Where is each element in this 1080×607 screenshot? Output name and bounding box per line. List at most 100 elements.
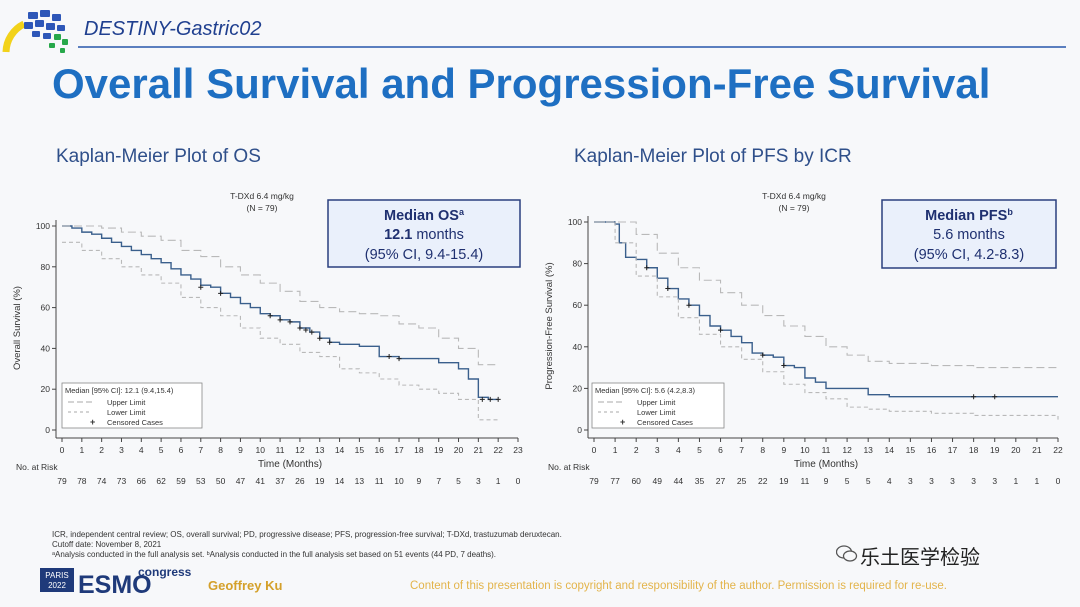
x-tick-label: 7 bbox=[739, 445, 744, 455]
y-tick-label: 100 bbox=[568, 217, 582, 227]
at-risk-label: No. at Risk bbox=[16, 462, 58, 472]
censored-mark bbox=[277, 317, 283, 323]
x-tick-label: 15 bbox=[355, 445, 365, 455]
at-risk-value: 1 bbox=[496, 476, 501, 486]
x-tick-label: 12 bbox=[295, 445, 305, 455]
at-risk-value: 53 bbox=[196, 476, 206, 486]
censored-mark bbox=[198, 284, 204, 290]
x-tick-label: 12 bbox=[842, 445, 852, 455]
x-tick-label: 5 bbox=[697, 445, 702, 455]
x-tick-label: 4 bbox=[676, 445, 681, 455]
at-risk-value: 79 bbox=[57, 476, 67, 486]
x-tick-label: 6 bbox=[179, 445, 184, 455]
y-tick-label: 20 bbox=[41, 384, 51, 394]
at-risk-value: 11 bbox=[375, 476, 384, 486]
at-risk-value: 3 bbox=[929, 476, 934, 486]
arm-n: (N = 79) bbox=[247, 203, 278, 213]
x-tick-label: 1 bbox=[613, 445, 618, 455]
x-tick-label: 20 bbox=[1011, 445, 1021, 455]
at-risk-value: 3 bbox=[476, 476, 481, 486]
km-charts: 0 1 2 3 4 5 6 7 8 9 10 11 12 13 14 15 16 17 18 19 20 21 22 2302… bbox=[12, 191, 1063, 486]
legend-upper: Upper Limit bbox=[107, 398, 146, 407]
x-tick-label: 9 bbox=[781, 445, 786, 455]
x-tick-label: 11 bbox=[276, 445, 285, 455]
x-tick-label: 21 bbox=[474, 445, 484, 455]
arm-n: (N = 79) bbox=[779, 203, 810, 213]
km-plot-pfs: 0 1 2 3 4 5 6 7 8 9 10 11 12 13 14 15 16 17 18 19 20 21 220204… bbox=[544, 191, 1063, 486]
median-box bbox=[327, 199, 521, 268]
at-risk-value: 50 bbox=[216, 476, 226, 486]
at-risk-value: 4 bbox=[887, 476, 892, 486]
at-risk-value: 25 bbox=[737, 476, 747, 486]
pfs-chart-title: Kaplan-Meier Plot of PFS by ICR bbox=[574, 146, 852, 167]
censored-mark bbox=[327, 339, 333, 345]
censored-mark bbox=[971, 394, 977, 400]
median-box-ci: (95% CI, 4.2-8.3) bbox=[914, 247, 1024, 263]
at-risk-value: 5 bbox=[456, 476, 461, 486]
series-line-median bbox=[62, 225, 499, 401]
x-tick-label: 2 bbox=[634, 445, 639, 455]
at-risk-value: 11 bbox=[800, 476, 809, 486]
congress-year: 2022 bbox=[48, 581, 66, 590]
legend-censored: Censored Cases bbox=[107, 418, 163, 427]
legend-censored-mark: + bbox=[90, 417, 95, 427]
censored-mark bbox=[487, 396, 493, 402]
series-line-upper-limit bbox=[594, 221, 1058, 369]
x-tick-label: 11 bbox=[822, 445, 831, 455]
at-risk-value: 41 bbox=[256, 476, 266, 486]
y-tick-label: 40 bbox=[573, 342, 583, 352]
x-tick-label: 6 bbox=[718, 445, 723, 455]
x-tick-label: 16 bbox=[374, 445, 384, 455]
censored-mark bbox=[644, 265, 650, 271]
censored-mark bbox=[665, 286, 671, 292]
legend-box bbox=[591, 382, 725, 429]
at-risk-value: 3 bbox=[950, 476, 955, 486]
x-tick-label: 13 bbox=[863, 445, 873, 455]
y-axis-label: Progression-Free Survival (%) bbox=[544, 262, 555, 389]
at-risk-value: 0 bbox=[516, 476, 521, 486]
x-tick-label: 8 bbox=[218, 445, 223, 455]
at-risk-value: 26 bbox=[295, 476, 305, 486]
median-box-title: Median PFSb bbox=[925, 207, 1013, 224]
at-risk-value: 44 bbox=[674, 476, 684, 486]
censored-mark bbox=[297, 325, 303, 331]
censored-mark bbox=[479, 396, 485, 402]
legend-censored-mark: + bbox=[620, 417, 625, 427]
x-tick-label: 7 bbox=[198, 445, 203, 455]
at-risk-value: 35 bbox=[695, 476, 705, 486]
series-line-median bbox=[594, 221, 1058, 398]
censored-mark bbox=[396, 356, 402, 362]
at-risk-value: 47 bbox=[236, 476, 246, 486]
x-tick-label: 9 bbox=[238, 445, 243, 455]
x-tick-label: 4 bbox=[139, 445, 144, 455]
series-line-lower-limit bbox=[594, 221, 1059, 420]
x-tick-label: 13 bbox=[315, 445, 325, 455]
x-tick-label: 17 bbox=[948, 445, 958, 455]
x-tick-label: 14 bbox=[885, 445, 895, 455]
x-tick-label: 3 bbox=[119, 445, 124, 455]
at-risk-value: 7 bbox=[436, 476, 441, 486]
censored-mark bbox=[718, 327, 724, 333]
arm-label: T-DXd 6.4 mg/kg bbox=[762, 191, 826, 201]
x-tick-label: 10 bbox=[800, 445, 810, 455]
y-tick-label: 60 bbox=[573, 300, 583, 310]
median-box-value: 5.6 months bbox=[933, 227, 1005, 243]
x-tick-label: 22 bbox=[1053, 445, 1063, 455]
x-tick-label: 19 bbox=[434, 445, 444, 455]
legend-median: Median [95% CI]: 12.1 (9.4,15.4) bbox=[65, 386, 174, 395]
at-risk-value: 60 bbox=[631, 476, 641, 486]
at-risk-value: 66 bbox=[137, 476, 147, 486]
median-box-ci: (95% CI, 9.4-15.4) bbox=[365, 247, 483, 263]
congress-city: PARIS bbox=[45, 571, 68, 580]
congress-name: ESMO bbox=[78, 571, 152, 596]
wechat-icon bbox=[836, 545, 858, 562]
x-tick-label: 10 bbox=[256, 445, 266, 455]
legend-censored: Censored Cases bbox=[637, 418, 693, 427]
at-risk-value: 78 bbox=[77, 476, 87, 486]
header-rule bbox=[78, 46, 1066, 48]
x-tick-label: 1 bbox=[79, 445, 84, 455]
trial-name: DESTINY-Gastric02 bbox=[84, 18, 262, 40]
at-risk-value: 1 bbox=[1035, 476, 1040, 486]
x-tick-label: 16 bbox=[927, 445, 937, 455]
x-tick-label: 21 bbox=[1032, 445, 1042, 455]
